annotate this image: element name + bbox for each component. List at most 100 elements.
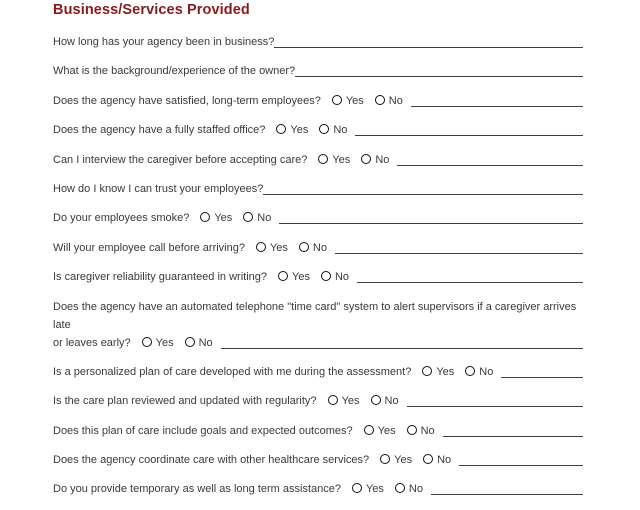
yes-label: Yes (394, 454, 413, 467)
question-text: Does this plan of care include goals and… (53, 424, 353, 437)
yes-option[interactable]: Yes (327, 392, 360, 410)
radio-no-icon[interactable] (361, 153, 372, 164)
radio-no-icon[interactable] (298, 241, 309, 252)
radio-yes-icon[interactable] (327, 395, 338, 406)
radio-yes-icon[interactable] (141, 336, 152, 347)
radio-yes-icon[interactable] (278, 271, 288, 282)
question-row: How do I know I can trust your employees… (53, 180, 583, 198)
no-option[interactable]: No (423, 451, 451, 469)
yes-option[interactable]: Yes (318, 151, 350, 169)
answer-line[interactable] (410, 92, 583, 107)
question-row: Is a personalized plan of care developed… (53, 363, 583, 381)
question-row: Does the agency have an automated teleph… (53, 298, 583, 352)
yes-option[interactable]: Yes (255, 239, 288, 257)
radio-yes-icon[interactable] (255, 241, 266, 252)
no-label: No (388, 94, 403, 107)
answer-line[interactable] (295, 62, 583, 78)
radio-no-icon[interactable] (423, 454, 434, 465)
answer-line[interactable] (334, 239, 583, 254)
yes-option[interactable]: Yes (380, 451, 412, 469)
question-text: How long has your agency been in busines… (53, 36, 275, 48)
yes-option[interactable]: Yes (331, 92, 364, 110)
answer-line[interactable] (279, 209, 583, 225)
question-row: Will your employee call before arriving?… (53, 239, 583, 257)
yes-label: Yes (292, 271, 310, 284)
yes-label: Yes (332, 153, 351, 166)
yes-option[interactable]: Yes (363, 422, 396, 440)
no-option[interactable]: No (320, 268, 349, 286)
yes-label: Yes (290, 124, 309, 137)
question-text: Does the agency coordinate care with oth… (53, 454, 370, 467)
radio-yes-icon[interactable] (200, 212, 211, 223)
no-option[interactable]: No (374, 92, 403, 110)
question-text: Does the agency have satisfied, long-ter… (53, 94, 321, 107)
yes-label: Yes (341, 395, 360, 408)
yes-option[interactable]: Yes (141, 334, 174, 352)
answer-line[interactable] (442, 422, 583, 437)
yes-option[interactable]: Yes (278, 268, 310, 286)
answer-line[interactable] (459, 451, 583, 467)
question-row: Can I interview the caregiver before acc… (53, 151, 583, 169)
radio-no-icon[interactable] (319, 124, 330, 135)
answer-line[interactable] (430, 480, 583, 496)
yes-option[interactable]: Yes (276, 121, 308, 139)
answer-line[interactable] (357, 268, 583, 284)
no-option[interactable]: No (465, 363, 493, 381)
no-label: No (257, 212, 272, 225)
yes-label: Yes (155, 336, 174, 349)
question-text: Is a personalized plan of care developed… (53, 365, 412, 378)
question-text: Is the care plan reviewed and updated wi… (53, 395, 317, 408)
answer-line[interactable] (501, 363, 583, 378)
answer-line[interactable] (355, 121, 583, 137)
no-option[interactable]: No (361, 151, 389, 169)
question-text: Will your employee call before arriving? (53, 241, 245, 254)
no-label: No (198, 336, 213, 349)
radio-no-icon[interactable] (320, 271, 331, 282)
question-text: Does the agency have an automated teleph… (53, 300, 577, 331)
radio-no-icon[interactable] (184, 336, 195, 347)
radio-no-icon[interactable] (394, 483, 405, 494)
question-row: Is the care plan reviewed and updated wi… (53, 392, 583, 410)
question-row: Does this plan of care include goals and… (53, 422, 583, 440)
radio-no-icon[interactable] (243, 212, 254, 223)
question-row: Does the agency coordinate care with oth… (53, 451, 583, 469)
answer-line[interactable] (220, 334, 583, 349)
question-text: Can I interview the caregiver before acc… (53, 153, 308, 166)
radio-no-icon[interactable] (370, 395, 381, 406)
radio-no-icon[interactable] (374, 94, 385, 105)
no-option[interactable]: No (370, 392, 399, 410)
radio-yes-icon[interactable] (351, 483, 362, 494)
no-option[interactable]: No (406, 422, 435, 440)
yes-label: Yes (214, 212, 233, 225)
no-label: No (375, 153, 390, 166)
no-option[interactable]: No (298, 239, 327, 257)
no-label: No (312, 241, 327, 254)
yes-label: Yes (269, 241, 288, 254)
radio-yes-icon[interactable] (380, 454, 391, 465)
radio-yes-icon[interactable] (318, 153, 329, 164)
yes-option[interactable]: Yes (200, 209, 232, 227)
answer-line[interactable] (263, 180, 583, 195)
radio-yes-icon[interactable] (422, 365, 433, 376)
radio-no-icon[interactable] (465, 365, 476, 376)
radio-yes-icon[interactable] (276, 124, 287, 135)
radio-no-icon[interactable] (406, 424, 417, 435)
no-option[interactable]: No (394, 480, 423, 498)
no-option[interactable]: No (243, 209, 271, 227)
question-row: Do your employees smoke? Yes No (53, 209, 583, 227)
yes-option[interactable]: Yes (351, 480, 384, 498)
no-option[interactable]: No (319, 121, 347, 139)
radio-yes-icon[interactable] (331, 94, 342, 105)
document-page: Business/Services Provided How long has … (53, 2, 583, 496)
answer-line[interactable] (397, 151, 583, 166)
answer-line[interactable] (406, 392, 583, 408)
answer-line[interactable] (274, 33, 583, 48)
question-row: What is the background/experience of the… (53, 62, 583, 80)
question-text: Do your employees smoke? (53, 212, 190, 225)
questionnaire: How long has your agency been in busines… (53, 33, 583, 510)
yes-option[interactable]: Yes (422, 363, 454, 381)
question-text: Is caregiver reliability guaranteed in w… (53, 271, 267, 284)
radio-yes-icon[interactable] (363, 424, 374, 435)
no-option[interactable]: No (184, 334, 213, 352)
question-row: Is caregiver reliability guaranteed in w… (53, 268, 583, 286)
